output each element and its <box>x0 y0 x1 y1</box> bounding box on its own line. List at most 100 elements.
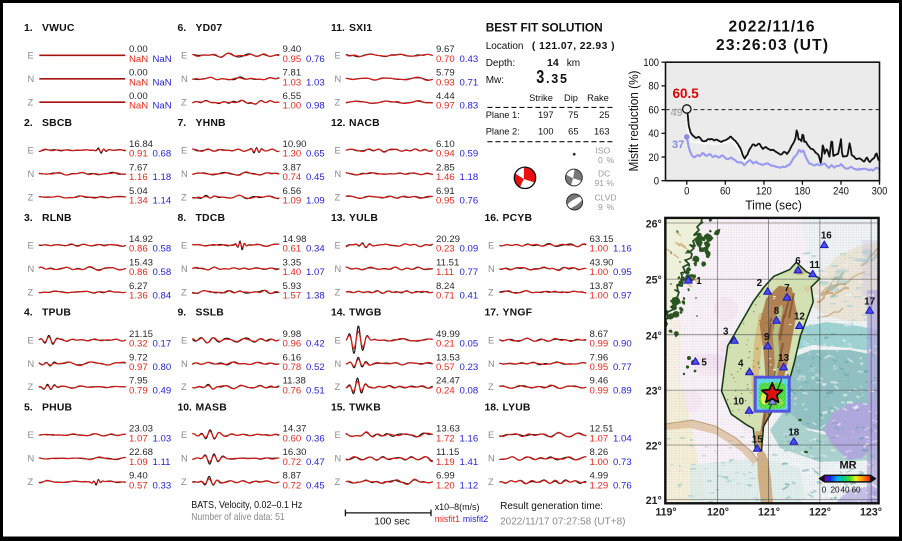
svg-text:0.00: 0.00 <box>129 91 148 102</box>
svg-text:14: 14 <box>547 57 559 69</box>
svg-text:1.11: 1.11 <box>153 457 171 468</box>
svg-text:0.33: 0.33 <box>153 480 172 491</box>
svg-text:0.95: 0.95 <box>283 54 302 65</box>
svg-text:N: N <box>335 264 342 274</box>
svg-text:N: N <box>335 169 342 179</box>
svg-text:26°: 26° <box>646 219 662 231</box>
svg-text:0.47: 0.47 <box>306 457 325 468</box>
svg-text:37: 37 <box>672 139 684 151</box>
svg-text:1.07: 1.07 <box>129 433 148 444</box>
svg-text:Z: Z <box>28 382 34 392</box>
svg-text:Z: Z <box>335 192 341 202</box>
svg-text:0.65: 0.65 <box>306 149 325 160</box>
svg-text:SSLB: SSLB <box>196 308 225 319</box>
svg-text:1.00: 1.00 <box>590 457 609 468</box>
svg-text:Z: Z <box>488 287 494 297</box>
svg-text:22°: 22° <box>646 441 662 453</box>
svg-text:0.58: 0.58 <box>153 244 172 255</box>
svg-text:1.57: 1.57 <box>283 291 302 302</box>
svg-text:2.85: 2.85 <box>436 163 455 174</box>
svg-text:15.: 15. <box>331 403 346 414</box>
svg-text:1.29: 1.29 <box>590 480 609 491</box>
svg-text:LYUB: LYUB <box>503 403 531 414</box>
svg-text:0.99: 0.99 <box>590 385 609 396</box>
svg-text:1.72: 1.72 <box>436 433 455 444</box>
svg-text:N: N <box>28 264 35 274</box>
svg-text:N: N <box>28 454 35 464</box>
svg-text:75: 75 <box>568 110 578 120</box>
svg-text:5: 5 <box>701 357 707 368</box>
svg-text:119°: 119° <box>655 507 676 519</box>
svg-text:0.76: 0.76 <box>306 54 325 65</box>
svg-text:0.76: 0.76 <box>613 480 632 491</box>
svg-text:E: E <box>488 430 494 440</box>
svg-text:E: E <box>28 240 34 250</box>
svg-text:Time (sec): Time (sec) <box>745 199 802 213</box>
svg-text:E: E <box>181 335 187 345</box>
svg-text:4.44: 4.44 <box>436 91 455 102</box>
svg-text:0.24: 0.24 <box>436 385 455 396</box>
svg-text:E: E <box>28 335 34 345</box>
svg-text:N: N <box>181 454 188 464</box>
svg-text:0.77: 0.77 <box>613 362 632 373</box>
svg-text:4.99: 4.99 <box>590 471 609 482</box>
svg-text:ISO: ISO <box>596 146 611 156</box>
svg-text:4: 4 <box>738 358 744 369</box>
svg-text:12.51: 12.51 <box>590 424 614 435</box>
svg-text:0: 0 <box>654 176 659 188</box>
svg-text:0.97: 0.97 <box>129 362 148 373</box>
svg-text:1: 1 <box>696 276 702 287</box>
svg-text:PHUB: PHUB <box>42 403 73 414</box>
svg-text:16.30: 16.30 <box>283 447 307 458</box>
svg-text:14.92: 14.92 <box>129 234 153 245</box>
svg-text:5.93: 5.93 <box>283 281 302 292</box>
svg-text:11.51: 11.51 <box>436 257 459 268</box>
svg-text:8.: 8. <box>178 213 187 224</box>
svg-text:misfit2: misfit2 <box>463 514 488 524</box>
svg-text:9.98: 9.98 <box>283 329 302 340</box>
svg-text:N: N <box>181 359 188 369</box>
svg-text:E: E <box>28 51 34 61</box>
svg-text:43.90: 43.90 <box>590 257 614 268</box>
svg-text:8.87: 8.87 <box>283 471 302 482</box>
svg-text:TWKB: TWKB <box>349 403 381 414</box>
svg-text:6.56: 6.56 <box>283 186 302 197</box>
svg-text:1.14: 1.14 <box>153 196 172 207</box>
svg-text:Z: Z <box>28 192 34 202</box>
svg-text:N: N <box>335 454 342 464</box>
svg-text:Plane 1:: Plane 1: <box>486 110 520 120</box>
svg-text:0: 0 <box>684 185 689 197</box>
svg-text:Z: Z <box>28 98 34 108</box>
svg-text:40: 40 <box>840 485 850 494</box>
svg-text:N: N <box>28 359 35 369</box>
svg-text:1.18: 1.18 <box>153 172 172 183</box>
svg-text:TPUB: TPUB <box>42 308 71 319</box>
svg-text:1.18: 1.18 <box>460 172 479 183</box>
svg-text:0.95: 0.95 <box>436 196 455 207</box>
svg-text:0.72: 0.72 <box>283 457 302 468</box>
svg-text:CLVD: CLVD <box>595 193 617 203</box>
svg-text:E: E <box>488 240 494 250</box>
svg-text:0.00: 0.00 <box>129 68 148 79</box>
svg-text:23°: 23° <box>646 386 662 398</box>
svg-text:49.99: 49.99 <box>436 329 460 340</box>
svg-text:0.57: 0.57 <box>129 480 148 491</box>
svg-text:Plane 2:: Plane 2: <box>486 126 520 136</box>
svg-text:3.35: 3.35 <box>283 257 302 268</box>
svg-text:1.16: 1.16 <box>460 433 479 444</box>
svg-text:RLNB: RLNB <box>42 213 72 224</box>
svg-text:N: N <box>181 74 188 84</box>
svg-text:13.63: 13.63 <box>436 424 460 435</box>
svg-text:8.67: 8.67 <box>590 329 609 340</box>
svg-text:Dip: Dip <box>564 93 578 103</box>
svg-text:16.84: 16.84 <box>129 139 154 150</box>
svg-text:0.98: 0.98 <box>306 101 325 112</box>
svg-text:1.00: 1.00 <box>590 244 609 255</box>
svg-text:Misfit reduction (%): Misfit reduction (%) <box>627 71 641 172</box>
svg-text:13.87: 13.87 <box>590 281 614 292</box>
svg-text:1.03: 1.03 <box>306 77 325 88</box>
svg-text:0.42: 0.42 <box>306 339 325 350</box>
svg-text:NaN: NaN <box>153 101 172 112</box>
svg-text:0.71: 0.71 <box>436 291 455 302</box>
svg-text:240: 240 <box>833 185 849 197</box>
